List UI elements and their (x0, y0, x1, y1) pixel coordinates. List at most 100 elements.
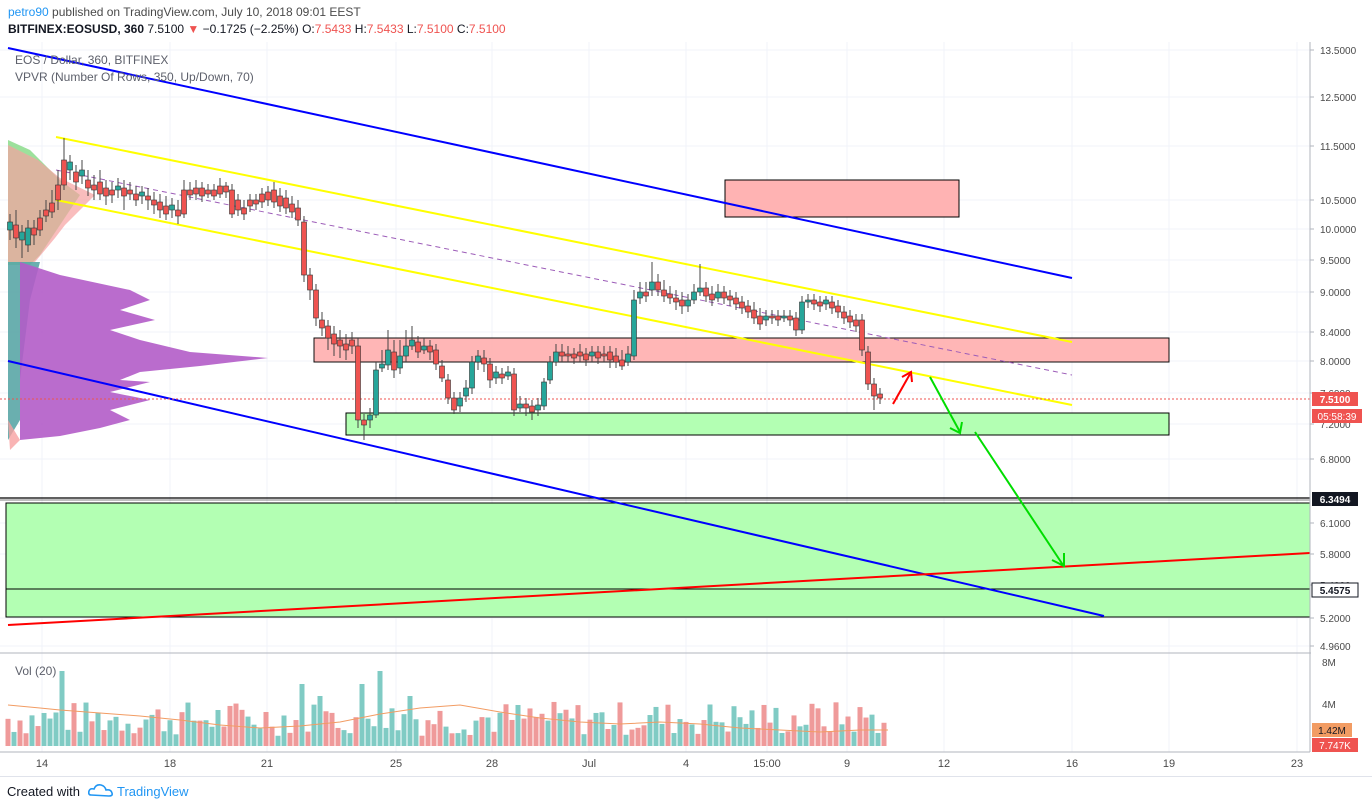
vol-ma-text: 1.42M (1318, 726, 1346, 737)
volume-bar (173, 734, 179, 746)
price-tick-label: 10.0000 (1320, 225, 1357, 236)
vol-last-tag (1312, 738, 1358, 752)
candle-body (319, 319, 325, 329)
resistance-zone-middle[interactable] (313, 337, 1170, 363)
candle-body (733, 297, 739, 305)
candle-body (505, 371, 511, 377)
volume-bar (365, 718, 371, 746)
candle-body (685, 299, 691, 307)
candle-body (583, 353, 589, 361)
candle-body (403, 345, 409, 357)
volume-bar (797, 726, 803, 746)
time-tick-label: 16 (1066, 758, 1078, 770)
volume-bar (743, 723, 749, 746)
volume-bar (389, 708, 395, 746)
volume-bar (101, 730, 107, 746)
tradingview-link[interactable]: TradingView (117, 784, 189, 799)
volume-bar (473, 720, 479, 746)
volume-bar (515, 704, 521, 746)
volume-bar (659, 723, 665, 746)
support-zone-narrow[interactable] (345, 412, 1170, 436)
candle-body (133, 193, 139, 201)
time-tick-label: 18 (164, 758, 176, 770)
volume-bar (23, 733, 29, 746)
ohlc-readout: BITFINEX:EOSUSD, 360 7.5100 ▼ −0.1725 (−… (8, 22, 506, 36)
author-link[interactable]: petro90 (8, 5, 49, 19)
publish-info: petro90 published on TradingView.com, Ju… (8, 5, 361, 19)
volume-bar (593, 712, 599, 746)
candle-body (661, 289, 667, 297)
volume-bar (563, 709, 569, 746)
volume-bar (125, 723, 131, 746)
candle-body (151, 199, 157, 206)
support-zone-wide[interactable] (5, 502, 1311, 618)
price-tick-label: 9.5000 (1320, 256, 1351, 267)
candle-body (529, 405, 535, 413)
time-axis[interactable]: 14 18 21 25 28 Jul 4 15:00 9 12 16 19 23 (36, 758, 1303, 770)
volume-bar (347, 733, 353, 746)
candle-body (67, 161, 73, 171)
candle-body (109, 189, 115, 196)
volume-bar (305, 731, 311, 746)
candle-body (439, 365, 445, 379)
volume-bar (689, 724, 695, 746)
candle-body (145, 195, 151, 201)
candle-body (589, 351, 595, 357)
volume-bar (71, 703, 77, 746)
volume-bar (149, 714, 155, 746)
arrow-green-2 (974, 431, 1064, 566)
candle-body (97, 181, 103, 195)
candle-body (781, 315, 787, 319)
volume-bar (53, 712, 59, 746)
close-value: 7.5100 (468, 22, 506, 36)
time-tick-label: 14 (36, 758, 48, 770)
volume-bar (191, 720, 197, 746)
candle-body (697, 287, 703, 293)
candle-body (265, 191, 271, 201)
candle-body (19, 231, 25, 241)
candle-body (91, 184, 97, 191)
volume-bar (809, 703, 815, 746)
candle-body (361, 419, 367, 426)
price-tick-label: 8.4000 (1320, 328, 1351, 339)
candle-body (607, 351, 613, 361)
candle-body (487, 363, 493, 381)
volume-bar (713, 721, 719, 746)
volume-bar (677, 719, 683, 746)
candle-body (547, 361, 553, 381)
vol-ma-tag (1312, 723, 1352, 737)
volume-bar (863, 717, 869, 746)
candle-body (853, 319, 859, 327)
volume-bar (197, 720, 203, 746)
volume-bar (233, 703, 239, 746)
channel-upper-yellow[interactable] (55, 136, 1073, 343)
volume-bar (425, 720, 431, 746)
candle-body (799, 301, 805, 331)
candle-body (571, 353, 577, 359)
volume-bar (875, 732, 881, 746)
vol-last-text: 7.747K (1319, 741, 1351, 752)
time-tick-label: Jul (582, 758, 596, 770)
candle-body (829, 301, 835, 309)
level-tag-1 (1312, 492, 1358, 506)
countdown-tag (1312, 409, 1362, 423)
time-tick-label: 4 (683, 758, 689, 770)
candle-body (205, 189, 211, 195)
channel-lower-yellow[interactable] (55, 199, 1073, 406)
rising-support-red[interactable] (7, 552, 1311, 626)
volume-bar (35, 726, 41, 746)
candle-body (337, 339, 343, 347)
open-label: O: (302, 22, 315, 36)
price-chart[interactable]: 13.5000 12.5000 11.5000 10.5000 10.0000 9.500… (0, 40, 1372, 776)
candle-body (703, 287, 709, 297)
channel-upper-blue[interactable] (7, 47, 1073, 279)
candle-body (739, 301, 745, 309)
volume-bar (431, 724, 437, 746)
channel-midline[interactable] (55, 169, 1073, 376)
candle-body (523, 403, 529, 409)
volume-bar (773, 707, 779, 746)
down-triangle-icon: ▼ (187, 22, 200, 36)
volume-bar (203, 720, 209, 746)
volume-bar (545, 720, 551, 746)
price-tick-label: 6.8000 (1320, 455, 1351, 466)
